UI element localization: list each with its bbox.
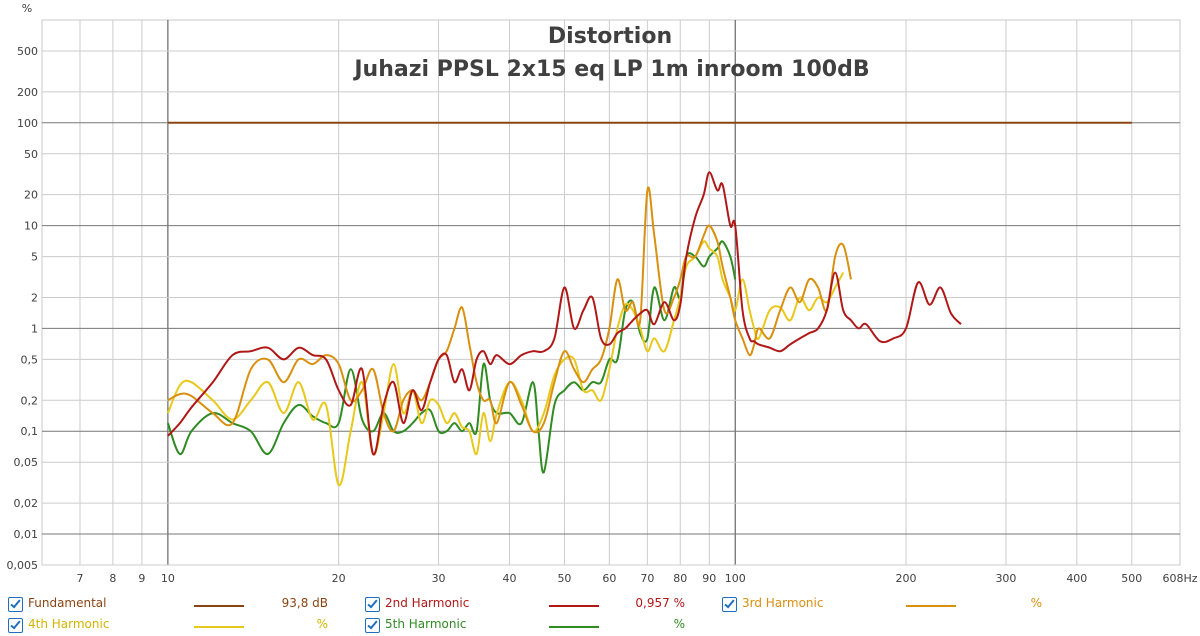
x-tick-label: 80 [673, 572, 687, 585]
checkbox-checked-icon[interactable] [8, 618, 23, 633]
chart-series [166, 121, 1132, 487]
x-tick-label: 200 [896, 572, 917, 585]
y-tick-label: 0,5 [21, 353, 39, 366]
chart-background [0, 0, 1200, 590]
series-line-2nd-harmonic [167, 171, 962, 456]
y-tick-label: 0,2 [21, 394, 39, 407]
series-line-3rd-harmonic [167, 186, 852, 434]
legend-line-swatch [194, 626, 244, 628]
chart-subtitle: Juhazi PPSL 2x15 eq LP 1m inroom 100dB [352, 57, 869, 82]
x-axis-end-label: 608Hz [1162, 572, 1197, 585]
chart-title: Distortion [548, 24, 672, 49]
x-tick-label: 500 [1121, 572, 1142, 585]
chart-legend: Fundamental 93,8 dB 2nd Harmonic 0,957 %… [0, 590, 1200, 635]
legend-series-name: Fundamental [28, 596, 107, 610]
x-tick-label: 7 [76, 572, 83, 585]
legend-item-2nd-harmonic[interactable]: 2nd Harmonic 0,957 % [365, 595, 705, 615]
y-tick-label: 0,01 [14, 528, 39, 541]
legend-series-value: % [316, 617, 328, 631]
y-tick-label: 100 [17, 117, 38, 130]
x-tick-label: 20 [332, 572, 346, 585]
legend-series-value: 0,957 % [635, 596, 685, 610]
y-tick-label: 0,02 [14, 497, 39, 510]
y-tick-label: 5 [31, 251, 38, 264]
x-tick-label: 90 [702, 572, 716, 585]
legend-line-swatch [549, 605, 599, 607]
checkbox-checked-icon[interactable] [722, 597, 737, 612]
x-tick-label: 30 [432, 572, 446, 585]
x-tick-label: 40 [502, 572, 516, 585]
legend-series-name: 5th Harmonic [385, 617, 467, 631]
x-tick-label: 10 [161, 572, 175, 585]
legend-item-5th-harmonic[interactable]: 5th Harmonic % [365, 616, 705, 636]
x-tick-label: 300 [995, 572, 1016, 585]
legend-line-swatch [194, 605, 244, 607]
chart-grid [41, 19, 1181, 566]
y-tick-label: 20 [24, 189, 38, 202]
legend-item-4th-harmonic[interactable]: 4th Harmonic % [8, 616, 348, 636]
x-tick-label: 400 [1066, 572, 1087, 585]
y-tick-label: 0,005 [7, 559, 39, 572]
x-tick-label: 100 [725, 572, 746, 585]
checkbox-checked-icon[interactable] [8, 597, 23, 612]
legend-series-value: % [1030, 596, 1042, 610]
chart-axis-labels: 7 8 9 10 20 30 40 50 60 70 80 90 100 200 300 400 500 608H… [7, 45, 1198, 585]
distortion-chart: 7 8 9 10 20 30 40 50 60 70 80 90 100 200 300 400 500 608H… [0, 0, 1200, 590]
y-tick-label: 1 [31, 322, 38, 335]
x-tick-label: 50 [557, 572, 571, 585]
legend-series-name: 2nd Harmonic [385, 596, 470, 610]
series-line-4th-harmonic [166, 240, 845, 487]
x-tick-label: 60 [602, 572, 616, 585]
x-tick-label: 70 [640, 572, 654, 585]
legend-line-swatch [549, 626, 599, 628]
legend-series-name: 4th Harmonic [28, 617, 110, 631]
legend-series-value: 93,8 dB [281, 596, 328, 610]
checkbox-checked-icon[interactable] [365, 618, 380, 633]
legend-series-value: % [673, 617, 685, 631]
legend-item-3rd-harmonic[interactable]: 3rd Harmonic % [722, 595, 1062, 615]
y-tick-label: 500 [17, 45, 38, 58]
x-tick-label: 9 [138, 572, 145, 585]
y-tick-label: 0,1 [21, 425, 39, 438]
checkbox-checked-icon[interactable] [365, 597, 380, 612]
legend-series-name: 3rd Harmonic [742, 596, 824, 610]
y-tick-label: 0,05 [14, 456, 39, 469]
legend-line-swatch [906, 605, 956, 607]
x-tick-label: 8 [109, 572, 116, 585]
y-tick-label: 50 [24, 148, 38, 161]
y-tick-label: 200 [17, 86, 38, 99]
y-tick-label: 2 [31, 291, 38, 304]
y-tick-label: 10 [24, 220, 38, 233]
legend-item-fundamental[interactable]: Fundamental 93,8 dB [8, 595, 348, 615]
y-axis-unit-label: % [22, 2, 32, 15]
